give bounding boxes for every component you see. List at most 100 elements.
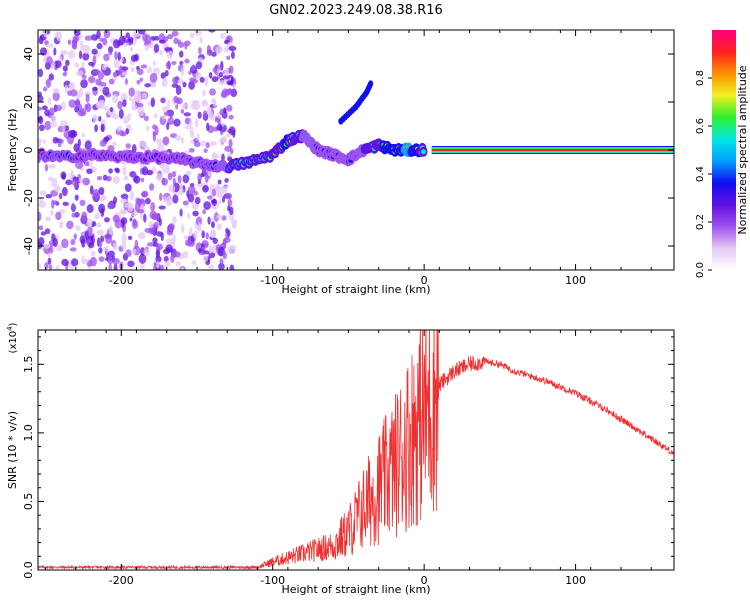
spectrogram-noise-cell: [96, 229, 105, 236]
spectrogram-noise-cell: [38, 225, 44, 231]
spectrogram-noise-cell: [128, 87, 135, 97]
spectrogram-noise-cell: [108, 263, 112, 270]
spectrogram-noise-cell: [94, 124, 99, 133]
spectrogram-noise-cell: [140, 262, 145, 270]
spectrogram-noise-cell: [211, 221, 215, 229]
spectrogram-noise-cell: [222, 240, 227, 249]
spectrogram-noise-cell: [103, 53, 110, 62]
colorbar-gradient: [712, 30, 736, 270]
spectrogram-noise-cell: [202, 110, 208, 119]
spectrogram-noise-cell: [61, 258, 69, 267]
spectrogram-noise-cell: [48, 107, 55, 116]
spectrogram-noise-cell: [211, 76, 219, 83]
spectrogram-noise-cell: [156, 261, 160, 269]
spectrogram-noise-cell: [219, 32, 226, 39]
spectrogram-noise-cell: [180, 108, 185, 114]
spectrogram-noise-cell: [39, 190, 47, 196]
spectrogram-noise-cell: [129, 217, 133, 222]
spectrogram-noise-cell: [163, 111, 171, 116]
spectrogram-noise-cell: [121, 71, 128, 77]
spectrogram-noise-cell: [175, 104, 179, 110]
spectrogram-noise-cell: [95, 101, 101, 109]
spectrogram-noise-cell: [171, 30, 179, 37]
spectrogram-noise-cell: [140, 191, 148, 198]
spectrogram-noise-cell: [225, 104, 233, 112]
snr-panel: -200 -100 0 100 0.0 0.5 1.0 1.5 Height of stra…: [6, 322, 675, 596]
spectrogram-noise-cell: [183, 112, 192, 117]
spectrogram-noise-cell: [98, 203, 106, 214]
colorbar: 0.0 0.2 0.4 0.6 0.8 Normalized spectral ampl…: [695, 30, 749, 278]
spectrogram-noise-cell: [207, 216, 211, 225]
spectrogram-noise-cell: [225, 227, 229, 234]
spectrogram-noise-cell: [58, 138, 64, 144]
spectrogram-noise-cell: [211, 98, 216, 104]
spectrogram-noise-cell: [104, 217, 110, 223]
spectrogram-noise-cell: [159, 49, 163, 56]
x-tick-label: 0: [421, 574, 428, 587]
spectrogram-noise-cell: [227, 245, 234, 254]
spectrogram-noise-cell: [148, 221, 154, 229]
spectrogram-noise-cell: [225, 192, 233, 200]
spectrogram-noise-cell: [112, 214, 120, 223]
spectrogram-noise-cell: [90, 250, 96, 257]
spectrogram-noise-cell: [62, 65, 68, 72]
spectrogram-noise-cell: [195, 61, 203, 70]
spectrogram-noise-cell: [152, 132, 157, 142]
spectrogram-noise-cell: [191, 64, 196, 71]
spectrogram-noise-cell: [224, 145, 232, 152]
spectrogram-noise-cell: [166, 200, 171, 206]
spectrogram-noise-cell: [166, 49, 173, 60]
spectrogram-noise-cell: [219, 258, 224, 265]
spectrogram-noise-cell: [117, 51, 121, 61]
spectrogram-noise-cell: [219, 80, 226, 86]
spectrogram-noise-cell: [187, 185, 196, 195]
spectrogram-noise-cell: [202, 184, 209, 193]
spectrogram-noise-cell: [81, 255, 85, 265]
spectrogram-noise-cell: [96, 30, 101, 40]
spectrogram-noise-cell: [204, 76, 209, 87]
spectrogram-noise-cell: [210, 230, 216, 238]
spectrogram-noise-cell: [121, 240, 127, 251]
spectrogram-noise-cell: [223, 107, 227, 114]
spectrogram-noise-cell: [109, 106, 114, 113]
spectrogram-noise-cell: [206, 106, 212, 116]
spectrogram-noise-cell: [84, 103, 89, 110]
spectrogram-noise-cell: [225, 133, 232, 138]
spectrogram-noise-cell: [162, 106, 170, 113]
spectrogram-noise-cell: [190, 103, 196, 110]
spectrogram-noise-cell: [132, 31, 141, 38]
spectrogram-noise-cell: [56, 31, 63, 42]
spectrogram-noise-cell: [203, 250, 210, 255]
spectrogram-noise-cell: [185, 239, 192, 247]
spectrogram-noise-cell: [69, 247, 77, 252]
x-tick-label: -100: [260, 274, 285, 287]
spectrogram-noise-cell: [125, 143, 132, 149]
spectrogram-noise-cell: [130, 46, 134, 52]
spectrogram-noise-cell: [127, 36, 134, 43]
spectrogram-noise-cell: [53, 47, 57, 56]
spectrogram-noise-cell: [182, 174, 190, 184]
spectrogram-noise-cell: [47, 97, 52, 106]
spectrogram-noise-cell: [228, 114, 234, 120]
spectrogram-noise-cell: [150, 97, 156, 108]
spectrogram-noise-cell: [55, 265, 61, 270]
snr-x-axis-label: Height of straight line (km): [281, 583, 430, 596]
spectrogram-noise-cell: [59, 120, 68, 127]
spectrogram-noise-cell: [150, 202, 156, 212]
spectrogram-noise-cell: [227, 198, 233, 207]
spectrogram-noise-cell: [203, 148, 208, 153]
y-tick-label: 1.5: [22, 356, 35, 374]
spectrogram-noise-cell: [158, 205, 166, 210]
spectrogram-noise-cell: [42, 139, 46, 144]
spectrogram-noise-cell: [160, 97, 166, 104]
spectrogram-noise-cell: [135, 197, 141, 204]
spectrogram-noise-cell: [71, 39, 77, 49]
spectrogram-noise-cell: [160, 72, 166, 79]
spectrogram-noise-cell: [47, 176, 53, 182]
spectrogram-noise-cell: [146, 169, 154, 176]
spectrogram-noise-cell: [185, 170, 192, 176]
spectrogram-noise-cell: [136, 68, 144, 76]
spectrogram-noise-cell: [87, 75, 96, 84]
spectrogram-noise-cell: [89, 256, 97, 267]
